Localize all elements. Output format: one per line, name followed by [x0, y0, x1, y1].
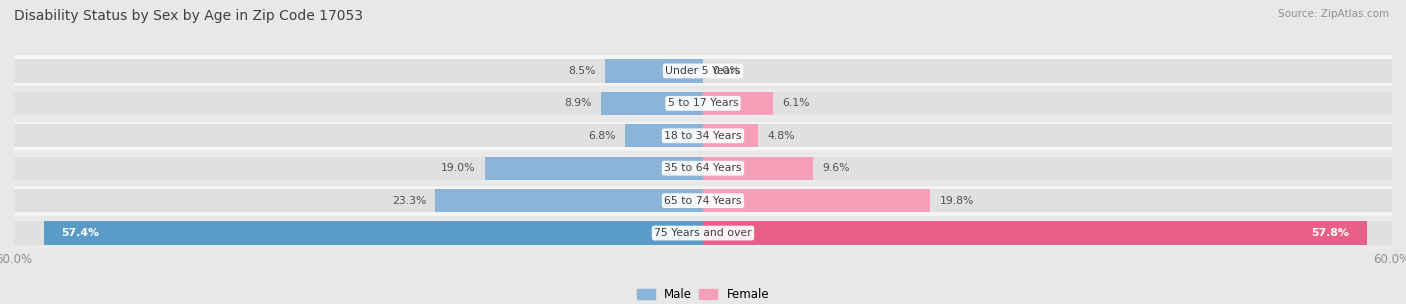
Text: 8.9%: 8.9%	[564, 98, 592, 108]
Text: 65 to 74 Years: 65 to 74 Years	[664, 196, 742, 206]
Bar	[14, 124, 703, 147]
Bar	[44, 221, 703, 245]
Bar	[703, 59, 1392, 83]
Bar	[703, 221, 1367, 245]
Bar	[485, 157, 703, 180]
Text: 57.8%: 57.8%	[1312, 228, 1350, 238]
Text: Disability Status by Sex by Age in Zip Code 17053: Disability Status by Sex by Age in Zip C…	[14, 9, 363, 23]
Text: 4.8%: 4.8%	[768, 131, 794, 141]
Bar	[14, 59, 703, 83]
Bar	[606, 59, 703, 83]
Bar	[703, 92, 773, 115]
FancyBboxPatch shape	[14, 87, 1392, 119]
Bar	[14, 157, 703, 180]
Text: 18 to 34 Years: 18 to 34 Years	[664, 131, 742, 141]
Text: 6.1%: 6.1%	[782, 98, 810, 108]
Bar	[703, 221, 1392, 245]
Text: Source: ZipAtlas.com: Source: ZipAtlas.com	[1278, 9, 1389, 19]
Text: 19.0%: 19.0%	[441, 163, 475, 173]
Bar	[14, 221, 703, 245]
Text: 19.8%: 19.8%	[939, 196, 974, 206]
Text: 8.5%: 8.5%	[568, 66, 596, 76]
FancyBboxPatch shape	[14, 55, 1392, 87]
FancyBboxPatch shape	[14, 185, 1392, 217]
Text: 9.6%: 9.6%	[823, 163, 849, 173]
Bar	[436, 189, 703, 212]
Bar	[14, 92, 703, 115]
Bar	[703, 124, 758, 147]
Legend: Male, Female: Male, Female	[633, 283, 773, 304]
Bar	[703, 189, 1392, 212]
Bar	[600, 92, 703, 115]
Bar	[14, 189, 703, 212]
Bar	[703, 157, 813, 180]
Bar	[703, 92, 1392, 115]
Bar	[703, 157, 1392, 180]
FancyBboxPatch shape	[14, 152, 1392, 185]
Bar	[703, 189, 931, 212]
Text: 23.3%: 23.3%	[392, 196, 426, 206]
Bar	[703, 124, 1392, 147]
Text: 75 Years and over: 75 Years and over	[654, 228, 752, 238]
Text: Under 5 Years: Under 5 Years	[665, 66, 741, 76]
Bar	[624, 124, 703, 147]
Text: 35 to 64 Years: 35 to 64 Years	[664, 163, 742, 173]
Text: 57.4%: 57.4%	[60, 228, 100, 238]
Text: 6.8%: 6.8%	[588, 131, 616, 141]
Text: 0.0%: 0.0%	[713, 66, 740, 76]
FancyBboxPatch shape	[14, 119, 1392, 152]
FancyBboxPatch shape	[14, 217, 1392, 249]
Text: 5 to 17 Years: 5 to 17 Years	[668, 98, 738, 108]
